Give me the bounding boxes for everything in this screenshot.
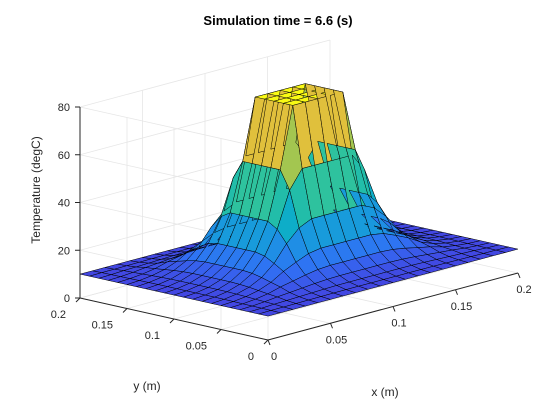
z-tick-label: 0 <box>64 293 70 305</box>
z-tick-label: 80 <box>58 102 70 114</box>
y-tick-label: 0.15 <box>92 320 113 332</box>
x-tick-label: 0 <box>271 351 277 363</box>
z-tick-label: 60 <box>58 150 70 162</box>
x-tick-mark <box>330 323 333 329</box>
y-axis-label: y (m) <box>133 379 160 393</box>
x-tick-mark <box>455 289 458 295</box>
y-tick-mark <box>216 329 222 334</box>
x-tick-mark <box>267 339 271 346</box>
y-tick-mark <box>169 318 175 324</box>
axes-layer <box>75 106 521 346</box>
y-tick-label: 0.2 <box>51 309 66 321</box>
x-tick-label: 0.15 <box>451 301 472 313</box>
surface-plot <box>79 83 519 317</box>
x-tick-label: 0.2 <box>516 284 531 296</box>
y-tick-label: 0.1 <box>145 330 160 342</box>
z-axis-label: Temperature (degC) <box>29 136 43 243</box>
x-tick-mark <box>517 272 521 279</box>
x-axis-label: x (m) <box>371 385 398 399</box>
text-layer: Simulation time = 6.6 (s) x (m) y (m) Te… <box>29 13 532 399</box>
grid-line <box>79 39 331 108</box>
grid-line <box>79 106 269 150</box>
x-tick-label: 0.05 <box>326 334 347 346</box>
surface-patch <box>495 246 519 253</box>
z-tick-label: 20 <box>58 245 70 257</box>
y-tick-label: 0 <box>248 351 254 363</box>
y-tick-mark <box>263 339 269 345</box>
chart-title: Simulation time = 6.6 (s) <box>203 13 352 28</box>
y-tick-mark <box>122 308 128 313</box>
y-tick-label: 0.05 <box>186 341 207 353</box>
x-tick-label: 0.1 <box>391 318 406 330</box>
y-tick-mark <box>75 297 81 303</box>
x-tick-mark <box>392 306 396 312</box>
z-tick-label: 40 <box>58 198 70 210</box>
